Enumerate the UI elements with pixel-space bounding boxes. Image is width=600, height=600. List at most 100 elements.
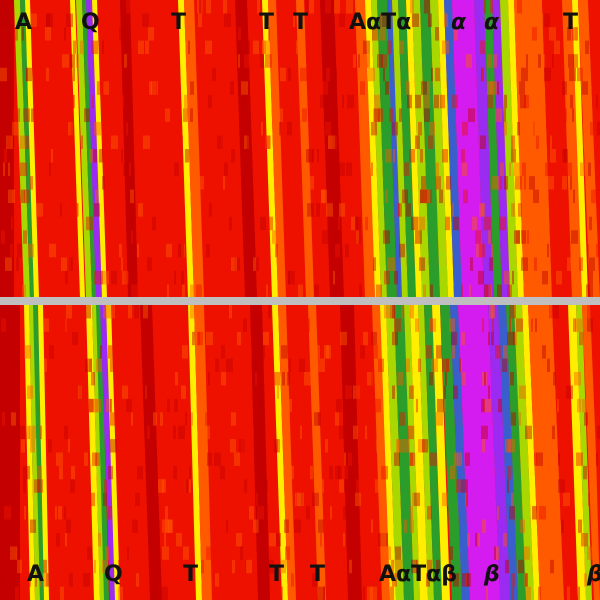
bottom-texture-cell <box>66 519 71 533</box>
bottom-texture-cell <box>430 318 433 332</box>
bottom-texture-cell <box>511 586 514 600</box>
bottom-texture-cell <box>525 573 528 587</box>
bottom-label-t1: T <box>183 562 199 587</box>
bottom-texture-cell <box>349 559 352 574</box>
bottom-texture-cell <box>497 506 499 520</box>
top-texture-cell <box>402 189 408 204</box>
top-texture-cell <box>174 162 179 176</box>
top-texture-cell <box>152 81 157 95</box>
top-texture-cell <box>36 203 43 217</box>
bottom-texture-cell <box>248 425 254 440</box>
top-texture-cell <box>415 135 420 149</box>
bottom-texture-cell <box>69 546 72 560</box>
top-band-11 <box>178 0 194 298</box>
top-texture-cell <box>389 108 393 122</box>
top-texture-cell <box>374 108 380 122</box>
top-label-t2: T <box>259 10 275 35</box>
top-texture-cell <box>12 189 15 204</box>
bottom-texture-cell <box>290 465 294 480</box>
top-texture-cell <box>399 243 405 258</box>
bottom-texture-cell <box>17 546 20 560</box>
bottom-texture-cell <box>403 439 410 453</box>
top-texture-cell <box>259 108 261 122</box>
bottom-texture-cell <box>583 465 587 480</box>
top-band-16 <box>296 0 314 298</box>
bottom-texture-cell <box>244 479 247 493</box>
top-texture-cell <box>231 230 234 244</box>
top-texture-cell <box>46 13 50 27</box>
top-band-22 <box>387 0 402 298</box>
top-texture-cell <box>94 121 101 136</box>
top-texture-cell <box>1 230 5 244</box>
top-texture-cell <box>440 94 445 109</box>
top-texture-cell <box>573 54 578 68</box>
top-texture-cell <box>220 230 225 244</box>
bottom-texture-cell <box>408 425 414 440</box>
bottom-texture-cell <box>255 372 257 386</box>
top-band-23 <box>392 0 408 298</box>
bottom-texture-cell <box>273 372 280 386</box>
top-texture-cell <box>46 13 53 27</box>
top-band-7 <box>82 0 97 298</box>
top-texture-cell <box>28 243 34 258</box>
bottom-texture-cell <box>211 533 213 547</box>
top-band-40 <box>572 0 588 298</box>
bottom-texture-cell <box>406 358 410 372</box>
top-texture-cell <box>110 121 117 136</box>
bottom-texture-cell <box>24 345 31 359</box>
top-texture-cell <box>487 94 493 109</box>
bottom-label-beta1: β <box>484 562 500 587</box>
bottom-texture-cell <box>367 372 373 386</box>
top-texture-cell <box>428 135 433 149</box>
top-texture-cell <box>516 230 520 244</box>
bottom-texture-cell <box>284 519 289 533</box>
bottom-texture-cell <box>37 465 42 480</box>
bottom-band-20 <box>380 305 396 600</box>
bottom-texture-cell <box>86 305 91 319</box>
top-texture-cell <box>355 216 361 231</box>
bottom-texture-cell <box>395 546 401 560</box>
bottom-texture-cell <box>68 385 71 399</box>
bottom-texture-cell <box>192 331 195 346</box>
top-texture-cell <box>577 67 583 82</box>
top-texture-cell <box>17 243 22 258</box>
bottom-band-26 <box>424 305 442 600</box>
bottom-texture-cell <box>43 559 47 574</box>
top-texture-cell <box>316 203 320 217</box>
bottom-texture-cell <box>398 372 403 386</box>
top-texture-cell <box>346 162 352 176</box>
bottom-texture-cell <box>48 439 52 453</box>
bottom-band-28 <box>440 305 462 600</box>
top-texture-cell <box>167 284 169 298</box>
bottom-texture-cell <box>491 305 495 319</box>
top-texture-cell <box>67 176 72 190</box>
bottom-texture-cell <box>145 385 152 399</box>
bottom-texture-cell <box>291 573 294 587</box>
top-texture-cell <box>287 121 292 136</box>
bottom-texture-cell <box>240 546 243 560</box>
bottom-texture-cell <box>596 452 598 466</box>
top-texture-cell <box>511 149 516 163</box>
bottom-texture-cell <box>108 345 115 359</box>
bottom-texture-cell <box>185 506 188 520</box>
top-texture-cell <box>177 270 181 285</box>
bottom-texture-cell <box>27 425 30 440</box>
top-texture-cell <box>500 176 502 190</box>
top-texture-cell <box>470 257 473 271</box>
top-texture-cell <box>142 13 149 27</box>
bottom-texture-cell <box>240 533 247 547</box>
top-texture-cell <box>519 67 525 82</box>
bottom-texture-cell <box>190 305 194 319</box>
top-texture-cell <box>308 149 312 163</box>
top-texture-cell <box>69 257 73 271</box>
bottom-texture-cell <box>392 385 395 399</box>
bottom-texture-cell <box>210 506 216 520</box>
bottom-texture-cell <box>202 492 206 507</box>
bottom-texture-cell <box>335 465 340 480</box>
bottom-texture-cell <box>435 412 440 426</box>
top-texture-cell <box>81 135 83 149</box>
top-texture-cell <box>30 176 33 190</box>
bottom-texture-cell <box>410 452 413 466</box>
bottom-texture-cell <box>304 465 309 480</box>
top-texture-cell <box>158 203 163 217</box>
